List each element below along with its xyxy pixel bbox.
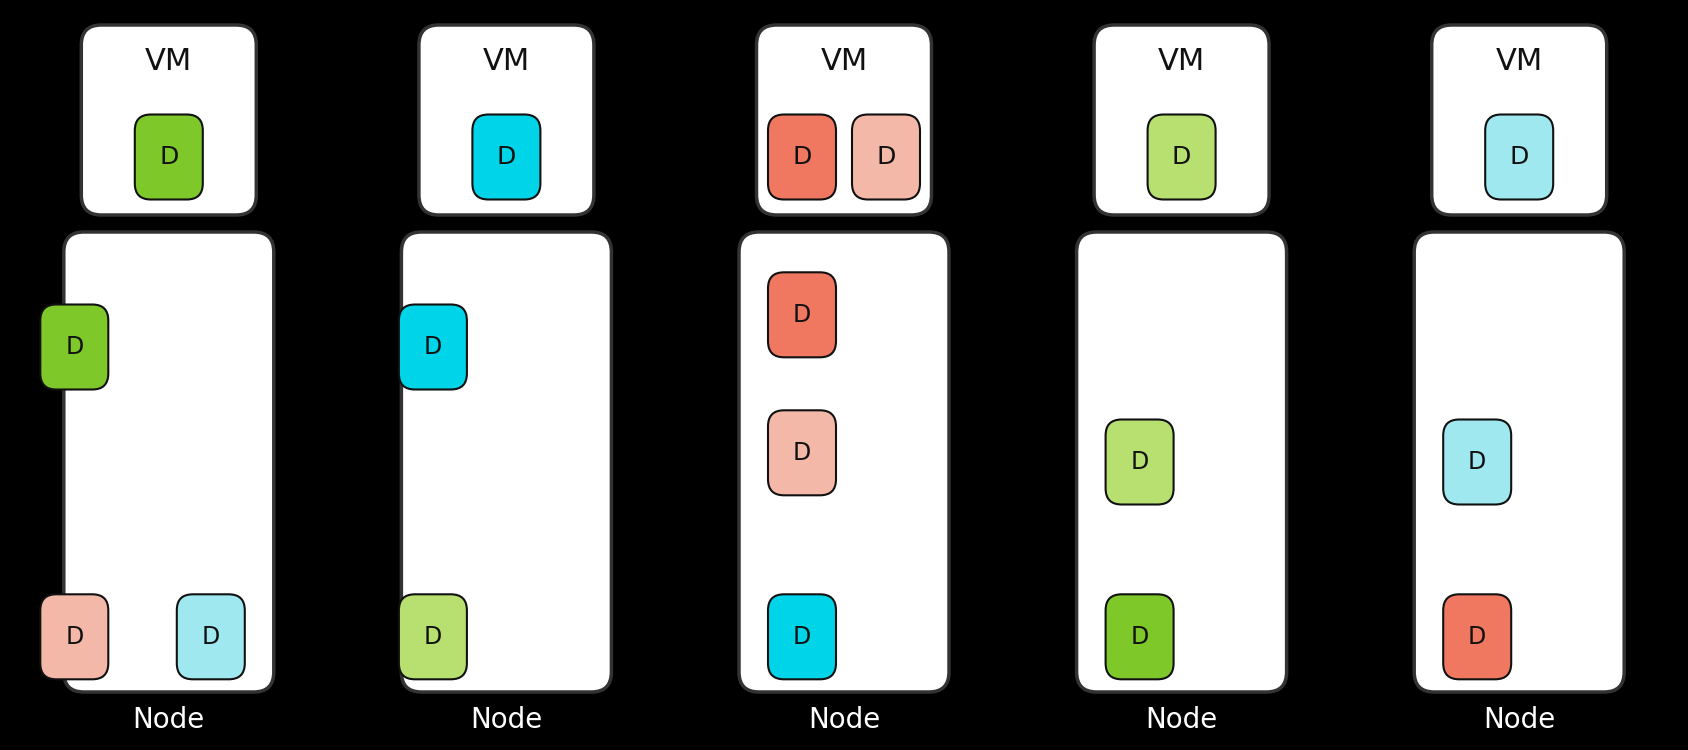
Text: D: D [159,145,179,169]
Text: D: D [424,335,442,359]
FancyBboxPatch shape [1431,25,1607,215]
Text: D: D [1509,145,1529,169]
Text: D: D [876,145,896,169]
FancyBboxPatch shape [739,232,949,692]
Text: VM: VM [1158,47,1205,76]
Text: D: D [1469,450,1487,474]
FancyBboxPatch shape [1106,419,1173,505]
FancyBboxPatch shape [41,304,108,389]
FancyBboxPatch shape [768,594,836,680]
FancyBboxPatch shape [402,232,611,692]
Text: Node: Node [809,706,879,734]
FancyBboxPatch shape [135,115,203,200]
Text: Node: Node [471,706,542,734]
FancyBboxPatch shape [768,410,836,495]
FancyBboxPatch shape [398,594,468,680]
Text: D: D [66,335,83,359]
FancyBboxPatch shape [1415,232,1624,692]
Text: D: D [424,625,442,649]
Text: D: D [793,625,812,649]
FancyBboxPatch shape [1485,115,1553,200]
Text: D: D [496,145,517,169]
Text: Node: Node [133,706,204,734]
FancyBboxPatch shape [81,25,257,215]
FancyBboxPatch shape [768,272,836,357]
FancyBboxPatch shape [398,304,468,389]
FancyBboxPatch shape [852,115,920,200]
FancyBboxPatch shape [768,115,836,200]
FancyBboxPatch shape [1094,25,1269,215]
Text: Node: Node [1146,706,1217,734]
FancyBboxPatch shape [419,25,594,215]
Text: D: D [1469,625,1487,649]
Text: D: D [792,145,812,169]
FancyBboxPatch shape [1106,594,1173,680]
Text: D: D [201,625,219,649]
Text: D: D [1131,450,1150,474]
Text: VM: VM [1496,47,1543,76]
FancyBboxPatch shape [1443,419,1511,505]
Text: Node: Node [1484,706,1555,734]
Text: D: D [793,441,812,465]
FancyBboxPatch shape [64,232,273,692]
Text: VM: VM [483,47,530,76]
FancyBboxPatch shape [177,594,245,680]
FancyBboxPatch shape [41,594,108,680]
Text: D: D [1131,625,1150,649]
Text: VM: VM [820,47,868,76]
Text: VM: VM [145,47,192,76]
FancyBboxPatch shape [1148,115,1215,200]
Text: D: D [1171,145,1192,169]
FancyBboxPatch shape [756,25,932,215]
FancyBboxPatch shape [473,115,540,200]
Text: D: D [793,303,812,327]
FancyBboxPatch shape [1443,594,1511,680]
Text: D: D [66,625,83,649]
FancyBboxPatch shape [1077,232,1286,692]
